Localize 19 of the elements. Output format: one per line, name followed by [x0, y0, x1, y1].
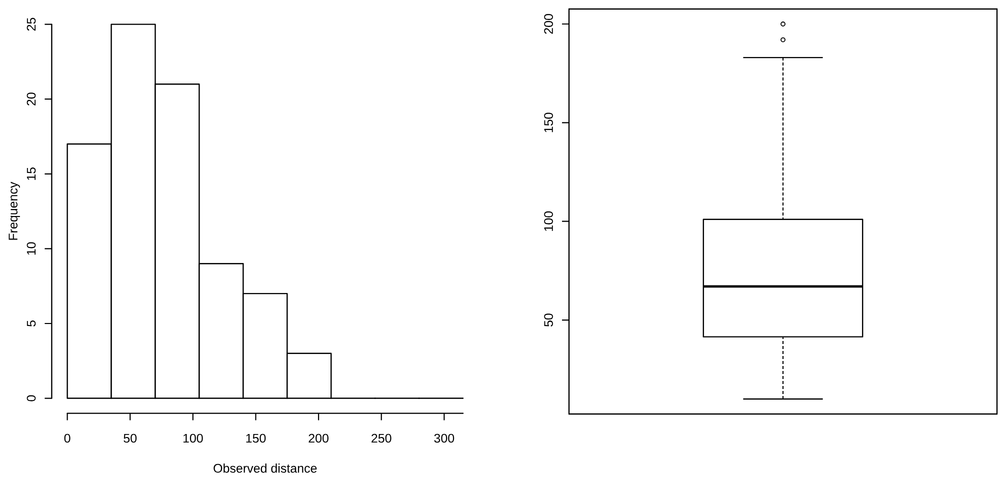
- y-tick-label: 0: [26, 395, 36, 402]
- x-tick-label: 50: [124, 434, 137, 443]
- y-tick-label: 5: [26, 320, 36, 326]
- y-tick-label: 10: [26, 242, 36, 255]
- y-tick-label: 20: [26, 92, 36, 106]
- x-tick-label: 100: [183, 434, 203, 443]
- x-tick-label: 150: [246, 434, 266, 443]
- x-tick-label: 0: [64, 434, 70, 443]
- y-tick-label: 15: [26, 167, 36, 180]
- y-tick-label: 150: [544, 112, 553, 132]
- x-tick-label: 200: [308, 434, 328, 443]
- y-tick-label: 50: [544, 314, 553, 326]
- y-axis-title: Frequency: [8, 182, 20, 240]
- x-tick-label: 300: [434, 434, 454, 443]
- x-axis-title: Observed distance: [214, 464, 317, 473]
- x-tick-label: 250: [372, 434, 392, 443]
- y-tick-label: 200: [544, 14, 553, 34]
- y-tick-label: 25: [26, 18, 36, 31]
- y-tick-label: 100: [544, 211, 553, 231]
